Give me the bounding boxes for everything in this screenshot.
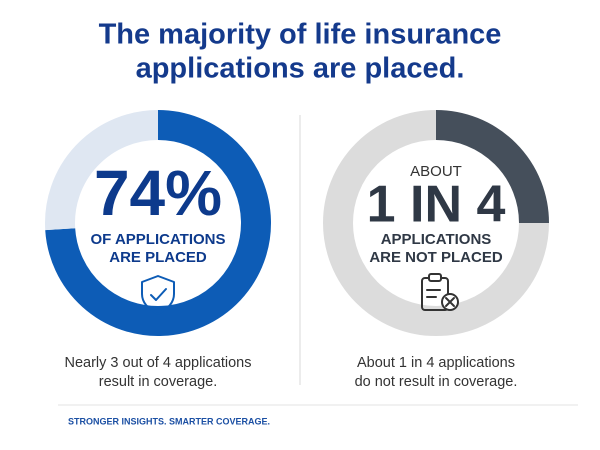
- donut-segment: [45, 110, 271, 336]
- caption: do not result in coverage.: [355, 374, 518, 390]
- center-label: ARE NOT PLACED: [369, 249, 503, 266]
- prefix: ABOUT: [410, 163, 462, 180]
- center-label: ARE PLACED: [109, 249, 207, 266]
- donut-segment: [45, 110, 159, 231]
- clipboard-icon: [421, 273, 459, 311]
- center-value: 74%: [94, 157, 222, 229]
- center-value: 1 IN 4: [367, 176, 506, 234]
- center-label: OF APPLICATIONS: [91, 231, 226, 248]
- center-label: APPLICATIONS: [381, 231, 492, 248]
- donut-segment: [323, 110, 549, 336]
- caption: result in coverage.: [99, 374, 217, 390]
- donut-segment: [435, 110, 549, 224]
- footer: STRONGER INSIGHTS. SMARTER COVERAGE.: [68, 416, 270, 426]
- title-line: applications are placed.: [136, 53, 465, 85]
- title-line: The majority of life insurance: [99, 19, 502, 51]
- shield-icon: [141, 275, 175, 315]
- caption: About 1 in 4 applications: [357, 355, 515, 371]
- caption: Nearly 3 out of 4 applications: [65, 355, 252, 371]
